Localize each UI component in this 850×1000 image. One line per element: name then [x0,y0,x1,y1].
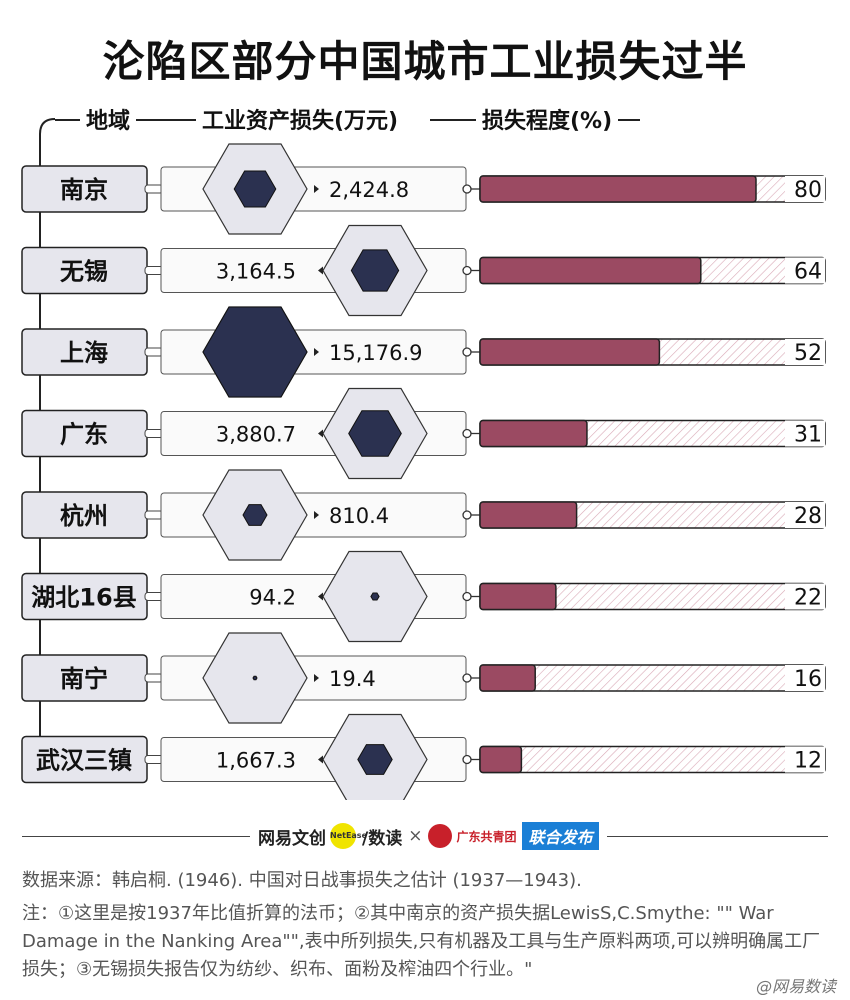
region-label: 杭州 [60,502,108,530]
region-label: 湖北16县 [31,584,136,612]
loss-pct-value: 64 [794,260,822,285]
pct-label-bg [785,665,825,691]
connector-dot [462,265,472,276]
loss-pct-bar [479,501,578,529]
connector-link [144,755,164,764]
header-asset-loss: 工业资产损失(万元) [196,103,405,135]
loss-pct-bar [479,175,757,203]
region-label: 武汉三镇 [36,747,132,775]
connector-link [144,347,164,357]
pointer-arrow-icon [314,185,319,193]
brand-dudu-label: /数读 [362,828,403,849]
loss-pct-value: 16 [794,667,822,692]
loss-pct-bar [479,338,661,366]
connector-dot [462,347,472,357]
asset-loss-value: 15,176.9 [329,341,423,365]
asset-loss-value: 2,424.8 [329,178,409,202]
loss-pct-bar [479,582,557,611]
loss-pct-value: 28 [794,504,822,529]
connector-link [144,673,164,683]
youth-league-logo-icon [428,824,453,848]
pct-label-bg [785,339,825,365]
pct-label-bg [785,583,825,610]
region-label: 无锡 [60,258,108,286]
pct-label-bg [785,746,825,773]
region-label: 南宁 [60,665,108,693]
footer-brand: 网易文创 NetEase /数读 × 广东共青团 联合发布 [250,822,607,850]
asset-loss-mark [252,675,258,681]
loss-pct-value: 52 [794,341,822,366]
connector-dot [462,591,472,602]
left-bracket-line [39,118,56,770]
asset-loss-mark [370,592,380,601]
watermark: @网易数读 [755,977,836,996]
region-label: 广东 [60,421,108,449]
brand-netease-badge: NetEase [330,823,367,849]
data-source: 数据来源：韩启桐. (1946). 中国对日战事损失之估计 (1937—1943… [22,870,582,891]
asset-loss-value: 3,164.5 [216,260,296,284]
connector-dot [462,673,472,683]
loss-pct-value: 22 [794,586,822,611]
pointer-arrow-icon [314,348,319,356]
pct-label-bg [785,257,825,284]
connector-dot [462,754,472,765]
connector-link [144,184,164,194]
asset-loss-mark [242,504,268,526]
asset-loss-mark [348,410,402,457]
asset-loss-value: 1,667.3 [216,749,296,773]
pointer-arrow-icon [318,429,323,438]
pointer-arrow-icon [318,266,323,275]
loss-pct-value: 80 [794,178,822,203]
region-label: 上海 [60,339,108,367]
pointer-arrow-icon [314,511,319,519]
pct-label-bg [785,176,825,202]
bar-track [479,745,826,774]
asset-loss-mark [357,744,393,775]
loss-pct-value: 12 [794,749,822,774]
loss-pct-value: 31 [794,423,822,448]
loss-pct-bar [479,745,523,774]
footnote: 注：①这里是按1937年比值折算的法币；②其中南京的资产损失据LewisS,C.… [22,903,821,980]
connector-dot [462,428,472,439]
asset-loss-mark [233,170,277,208]
pct-label-bg [785,502,825,528]
connector-link [144,429,164,438]
asset-loss-mark [350,249,400,292]
pointer-arrow-icon [314,674,319,682]
connector-link [144,510,164,520]
asset-loss-value: 810.4 [329,504,389,528]
chart-title: 沦陷区部分中国城市工业损失过半 [102,37,748,86]
asset-loss-value: 19.4 [329,667,376,691]
asset-loss-mark [202,306,308,398]
connector-link [144,266,164,275]
brand-netease-label: 网易文创 [258,828,326,849]
brand-joint-label: 联合发布 [522,822,599,850]
loss-pct-bar [479,664,536,692]
header-region: 地域 [80,103,137,135]
asset-loss-value: 3,880.7 [216,423,296,447]
loss-pct-bar [479,419,588,448]
header-loss-pct: 损失程度(%) [476,103,619,135]
connector-dot [462,510,472,520]
pointer-arrow-icon [318,755,323,764]
region-label: 南京 [60,176,108,204]
brand-cross: × [408,826,423,846]
pct-label-bg [785,420,825,447]
chart-area: 南京 2,424.8 80 无锡 3,164.5 64 上海 15,176.9 52 广东 3,88… [21,118,826,800]
connector-dot [462,184,472,194]
loss-pct-bar [479,256,702,285]
brand-youth-label: 广东共青团 [456,829,517,844]
asset-loss-value: 94.2 [249,586,296,610]
connector-link [144,592,164,601]
pointer-arrow-icon [318,592,323,601]
